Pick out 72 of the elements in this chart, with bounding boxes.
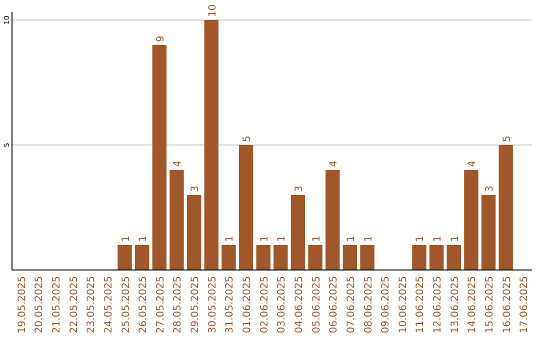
x-tick-label: 03.06.2025 bbox=[276, 276, 288, 334]
data-label: 9 bbox=[155, 36, 166, 42]
bar bbox=[342, 245, 358, 270]
x-tick-label: 15.06.2025 bbox=[484, 276, 496, 334]
data-label: 1 bbox=[120, 236, 132, 242]
bar bbox=[170, 170, 184, 270]
bar bbox=[290, 195, 306, 270]
x-tick-label: 26.05.2025 bbox=[138, 276, 150, 334]
bar bbox=[464, 170, 478, 270]
bar bbox=[360, 245, 374, 270]
x-tick-label: 11.06.2025 bbox=[415, 276, 426, 334]
x-tick-label: 17.06.2025 bbox=[519, 276, 530, 334]
x-tick-label: 05.06.2025 bbox=[311, 276, 322, 334]
x-tick-label: 09.06.2025 bbox=[380, 276, 392, 334]
bar bbox=[429, 245, 444, 270]
bar bbox=[118, 245, 132, 270]
x-tick-label: 07.06.2025 bbox=[346, 276, 357, 334]
data-label: 1 bbox=[259, 236, 270, 242]
x-tick-label: 22.05.2025 bbox=[68, 276, 80, 334]
x-tick-label: 24.05.2025 bbox=[103, 276, 114, 334]
data-label: 5 bbox=[242, 136, 254, 142]
data-label: 4 bbox=[467, 160, 478, 167]
bar bbox=[186, 195, 202, 270]
data-label: 1 bbox=[363, 236, 374, 242]
x-tick-label: 27.05.2025 bbox=[155, 276, 166, 334]
bar bbox=[152, 45, 167, 270]
data-label: 5 bbox=[502, 136, 513, 142]
x-tick-label: 13.06.2025 bbox=[450, 276, 461, 334]
data-label: 10 bbox=[207, 4, 218, 17]
bar bbox=[446, 245, 461, 270]
x-tick-label: 01.06.2025 bbox=[242, 276, 254, 334]
bar bbox=[204, 20, 218, 270]
x-tick-label: 21.05.2025 bbox=[51, 276, 62, 334]
data-label: 3 bbox=[294, 186, 305, 192]
data-label: 3 bbox=[190, 186, 202, 192]
data-label: 1 bbox=[432, 236, 444, 242]
x-tick-label: 10.06.2025 bbox=[398, 276, 409, 334]
x-tick-label: 31.05.2025 bbox=[224, 276, 236, 334]
bar bbox=[308, 245, 322, 270]
bar bbox=[412, 245, 426, 270]
x-tick-label: 19.05.2025 bbox=[16, 276, 28, 334]
x-tick-label: 28.05.2025 bbox=[172, 276, 184, 334]
bar bbox=[256, 245, 270, 270]
x-tick-label: 02.06.2025 bbox=[259, 276, 270, 334]
data-label: 1 bbox=[138, 236, 150, 242]
bar bbox=[274, 245, 288, 270]
x-tick-label: 04.06.2025 bbox=[294, 276, 305, 334]
x-tick-label: 29.05.2025 bbox=[190, 276, 202, 334]
data-label: 4 bbox=[172, 160, 184, 167]
x-tick-label: 14.06.2025 bbox=[467, 276, 478, 334]
data-label: 1 bbox=[311, 236, 322, 242]
data-label: 1 bbox=[276, 236, 288, 242]
x-tick-label: 06.06.2025 bbox=[328, 276, 340, 334]
x-tick-label: 25.05.2025 bbox=[120, 276, 132, 334]
data-label: 1 bbox=[224, 236, 236, 242]
x-tick-label: 23.05.2025 bbox=[86, 276, 98, 334]
x-tick-label: 08.06.2025 bbox=[363, 276, 374, 334]
bar bbox=[326, 170, 340, 270]
bar bbox=[238, 145, 254, 270]
data-label: 3 bbox=[484, 186, 496, 192]
data-label: 1 bbox=[415, 236, 426, 242]
bar bbox=[481, 195, 496, 270]
data-label: 4 bbox=[328, 160, 340, 167]
x-tick-label: 12.06.2025 bbox=[432, 276, 444, 334]
data-label: 1 bbox=[450, 236, 461, 242]
bar bbox=[134, 245, 150, 270]
bar bbox=[498, 145, 513, 270]
data-label: 1 bbox=[346, 236, 357, 242]
bar bbox=[222, 245, 236, 270]
x-tick-label: 30.05.2025 bbox=[207, 276, 218, 334]
x-tick-label: 16.06.2025 bbox=[502, 276, 513, 334]
x-tick-label: 20.05.2025 bbox=[34, 276, 46, 334]
